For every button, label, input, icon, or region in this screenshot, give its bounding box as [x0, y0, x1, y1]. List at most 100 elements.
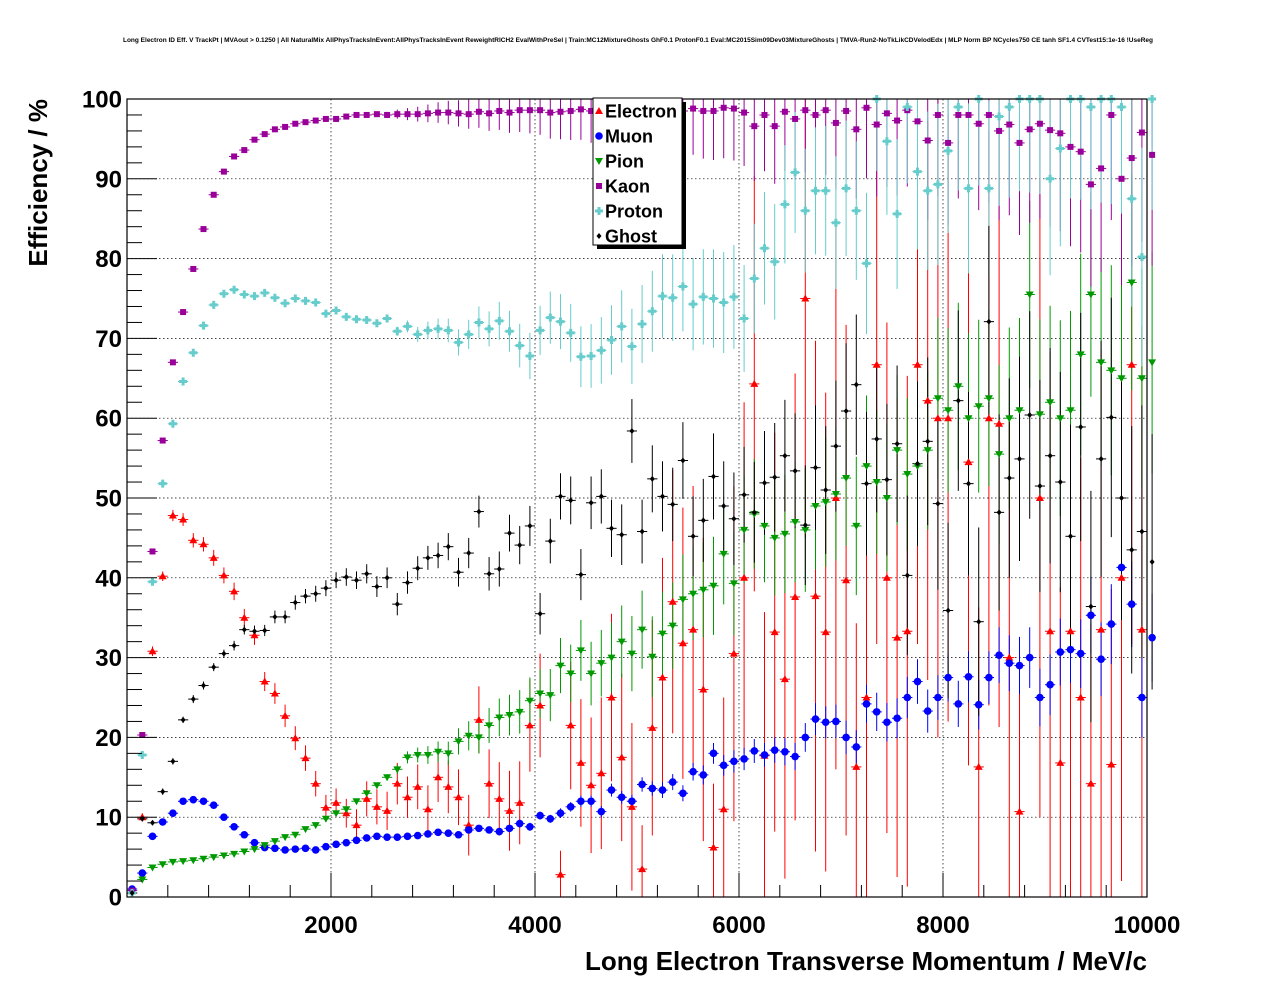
proton-point — [607, 335, 616, 344]
pion-point — [1076, 351, 1085, 359]
ghost-point — [1027, 412, 1033, 419]
kaon-point — [894, 117, 901, 124]
proton-point — [821, 186, 830, 195]
electron-point — [1127, 360, 1136, 368]
kaon-point — [333, 115, 340, 122]
kaon-point — [455, 110, 462, 117]
ghost-point — [639, 528, 645, 535]
proton-point — [638, 320, 647, 329]
ghost-point — [874, 435, 880, 442]
pion-point — [617, 638, 626, 646]
ghost-point — [262, 627, 268, 634]
proton-point — [933, 180, 942, 189]
electron-point — [607, 693, 616, 701]
proton-point — [423, 326, 432, 335]
electron-point — [576, 758, 585, 766]
kaon-point — [465, 111, 472, 118]
proton-point — [485, 324, 494, 333]
kaon-point — [843, 107, 850, 114]
proton-point — [566, 328, 575, 337]
proton-point — [393, 327, 402, 336]
kaon-point — [231, 153, 238, 160]
proton-point — [515, 341, 524, 350]
electron-point — [1107, 760, 1116, 768]
muon-point — [781, 747, 789, 756]
ghost-point — [813, 464, 818, 471]
electron-point — [1137, 625, 1146, 633]
muon-point — [536, 811, 544, 820]
muon-point — [138, 869, 147, 877]
y-tick-label: 0 — [109, 885, 122, 912]
ghost-point — [394, 601, 400, 608]
kaon-point — [496, 107, 503, 114]
muon-point — [1036, 693, 1044, 702]
electron-point — [321, 803, 330, 811]
kaon-point — [526, 107, 533, 114]
ghost-point — [343, 574, 349, 581]
kaon-point — [404, 111, 411, 118]
muon-point — [362, 834, 371, 842]
pion-point — [729, 580, 738, 588]
kaon-point — [1036, 120, 1043, 127]
muon-point — [628, 797, 636, 806]
electron-point — [515, 798, 524, 806]
electron-point — [199, 540, 208, 548]
ghost-point — [527, 522, 533, 529]
muon-point — [760, 751, 769, 759]
ghost-point — [211, 664, 217, 671]
pion-point — [444, 750, 453, 758]
ghost-point — [782, 452, 788, 459]
ghost-point — [476, 508, 482, 515]
electron-point — [729, 649, 738, 657]
kaon-point — [180, 309, 187, 316]
muon-point — [1087, 611, 1095, 620]
ghost-point — [884, 476, 890, 483]
ghost-point — [456, 569, 461, 576]
electron-point — [627, 802, 636, 810]
ghost-point — [517, 542, 523, 549]
muon-point — [485, 826, 493, 834]
kaon-point — [690, 105, 697, 112]
pion-point — [944, 407, 953, 415]
electron-point — [464, 821, 473, 829]
muon-point — [985, 673, 993, 682]
muon-point — [923, 707, 932, 715]
kaon-point — [1047, 127, 1054, 134]
electron-point — [964, 458, 973, 466]
muon-point — [1076, 649, 1085, 658]
ghost-point — [823, 487, 829, 494]
legend-label-electron: Electron — [605, 102, 677, 122]
electron-point — [750, 379, 759, 387]
proton-point — [199, 321, 208, 330]
muon-point — [852, 743, 861, 751]
pion-point — [1107, 367, 1116, 375]
kaon-point — [996, 127, 1003, 134]
ghost-point — [843, 408, 849, 415]
proton-point — [189, 348, 198, 357]
muon-point — [566, 803, 575, 811]
ghost-point — [486, 570, 492, 577]
kaon-point — [312, 117, 319, 124]
proton-point — [913, 167, 922, 176]
y-tick-label: 10 — [95, 805, 122, 832]
muon-point — [995, 651, 1003, 660]
pion-point — [1056, 415, 1065, 423]
electron-point — [1015, 807, 1024, 815]
pion-point — [974, 403, 983, 411]
electron-point — [1066, 627, 1075, 635]
proton-point — [811, 186, 820, 195]
muon-point — [607, 786, 616, 794]
pion-point — [138, 876, 147, 884]
x-tick-label: 8000 — [916, 912, 969, 939]
kaon-point — [445, 109, 452, 116]
electron-point — [811, 592, 820, 600]
kaon-point — [322, 115, 329, 122]
ghost-point — [303, 593, 308, 600]
ghost-point — [1068, 533, 1073, 540]
pion-point — [372, 782, 381, 790]
electron-point — [434, 773, 443, 781]
electron-point — [1046, 627, 1055, 635]
pion-point — [1005, 415, 1014, 423]
ghost-point — [445, 543, 451, 550]
ghost-point — [170, 758, 176, 765]
